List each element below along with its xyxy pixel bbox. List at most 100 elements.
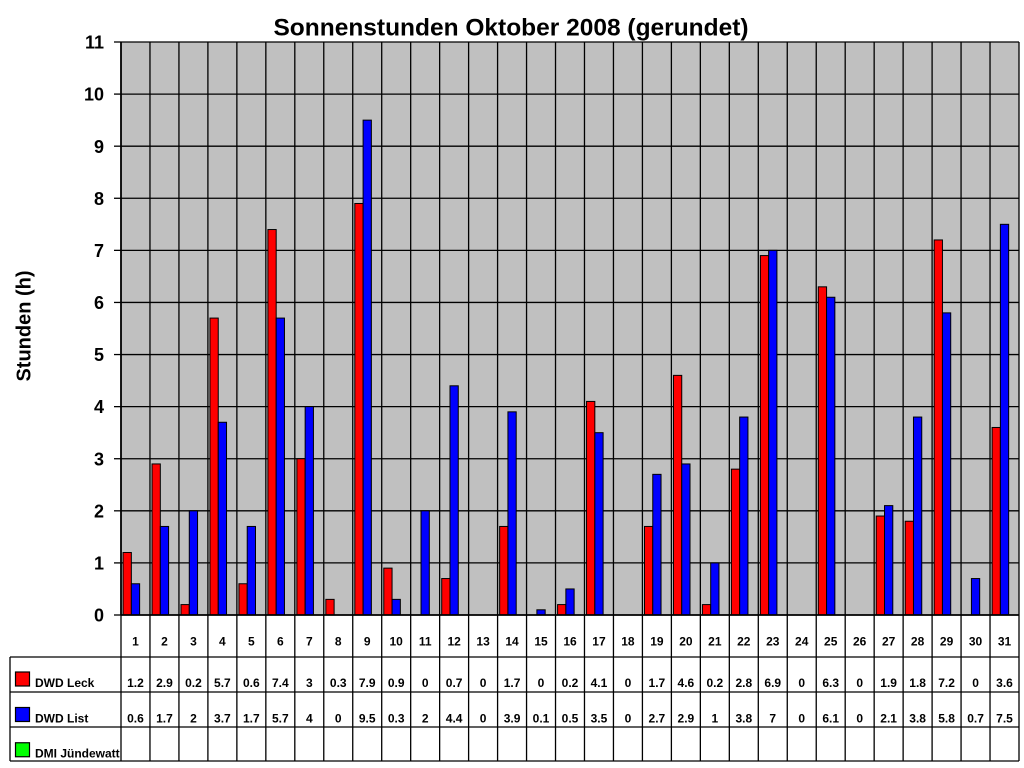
- svg-text:3.8: 3.8: [909, 712, 926, 726]
- svg-text:3: 3: [94, 449, 104, 469]
- svg-text:7: 7: [94, 241, 104, 261]
- svg-text:0.2: 0.2: [185, 676, 202, 690]
- svg-text:3: 3: [306, 676, 313, 690]
- svg-text:0.7: 0.7: [446, 676, 463, 690]
- svg-text:29: 29: [940, 634, 954, 648]
- svg-text:2: 2: [422, 712, 429, 726]
- svg-text:4: 4: [219, 634, 226, 648]
- svg-text:3: 3: [190, 634, 197, 648]
- svg-text:0: 0: [94, 606, 104, 626]
- svg-text:2: 2: [94, 501, 104, 521]
- svg-text:7.4: 7.4: [272, 676, 289, 690]
- svg-text:14: 14: [505, 634, 519, 648]
- svg-text:9: 9: [94, 137, 104, 157]
- svg-text:1: 1: [94, 554, 104, 574]
- svg-text:15: 15: [534, 634, 548, 648]
- svg-text:0.6: 0.6: [243, 676, 260, 690]
- svg-text:6.1: 6.1: [822, 712, 839, 726]
- svg-text:0.3: 0.3: [388, 712, 405, 726]
- svg-text:10: 10: [390, 634, 404, 648]
- svg-text:5.7: 5.7: [214, 676, 231, 690]
- svg-text:12: 12: [447, 634, 461, 648]
- svg-text:16: 16: [563, 634, 577, 648]
- svg-text:23: 23: [766, 634, 780, 648]
- svg-text:1.2: 1.2: [127, 676, 144, 690]
- svg-text:6: 6: [94, 293, 104, 313]
- svg-text:1.7: 1.7: [504, 676, 521, 690]
- svg-text:26: 26: [853, 634, 867, 648]
- svg-text:0.2: 0.2: [562, 676, 579, 690]
- svg-text:0: 0: [856, 712, 863, 726]
- svg-text:0: 0: [480, 676, 487, 690]
- svg-text:DMI Jündewatt: DMI Jündewatt: [35, 747, 120, 761]
- svg-text:2: 2: [190, 712, 197, 726]
- svg-text:8: 8: [94, 189, 104, 209]
- svg-text:Stunden (h): Stunden (h): [14, 270, 36, 381]
- svg-text:3.7: 3.7: [214, 712, 231, 726]
- svg-text:0.3: 0.3: [330, 676, 347, 690]
- svg-text:2.1: 2.1: [880, 712, 897, 726]
- svg-text:4: 4: [306, 712, 313, 726]
- svg-text:0.5: 0.5: [562, 712, 579, 726]
- svg-text:27: 27: [882, 634, 896, 648]
- svg-text:4.6: 4.6: [678, 676, 695, 690]
- svg-text:0: 0: [798, 676, 805, 690]
- svg-text:2: 2: [161, 634, 168, 648]
- svg-text:7.9: 7.9: [359, 676, 376, 690]
- svg-text:7: 7: [769, 712, 776, 726]
- svg-text:2.7: 2.7: [649, 712, 666, 726]
- svg-text:21: 21: [708, 634, 722, 648]
- svg-text:1: 1: [711, 712, 718, 726]
- svg-text:9.5: 9.5: [359, 712, 376, 726]
- svg-text:1: 1: [132, 634, 139, 648]
- svg-text:13: 13: [476, 634, 490, 648]
- svg-text:0.1: 0.1: [533, 712, 550, 726]
- svg-text:0: 0: [856, 676, 863, 690]
- svg-text:0: 0: [422, 676, 429, 690]
- svg-text:3.6: 3.6: [996, 676, 1013, 690]
- svg-text:0.2: 0.2: [706, 676, 723, 690]
- svg-text:2.9: 2.9: [156, 676, 173, 690]
- svg-text:1.9: 1.9: [880, 676, 897, 690]
- svg-text:0: 0: [798, 712, 805, 726]
- svg-text:0: 0: [625, 712, 632, 726]
- svg-text:24: 24: [795, 634, 809, 648]
- svg-text:17: 17: [592, 634, 606, 648]
- svg-text:6.3: 6.3: [822, 676, 839, 690]
- svg-text:DWD Leck: DWD Leck: [35, 676, 95, 690]
- svg-text:1.7: 1.7: [156, 712, 173, 726]
- svg-text:0: 0: [480, 712, 487, 726]
- svg-text:0: 0: [625, 676, 632, 690]
- svg-text:0: 0: [538, 676, 545, 690]
- svg-text:5: 5: [94, 345, 104, 365]
- svg-text:7: 7: [306, 634, 313, 648]
- svg-text:6: 6: [277, 634, 284, 648]
- svg-text:1.7: 1.7: [649, 676, 666, 690]
- svg-text:22: 22: [737, 634, 751, 648]
- svg-text:3.9: 3.9: [504, 712, 521, 726]
- svg-text:4: 4: [94, 397, 104, 417]
- svg-text:8: 8: [335, 634, 342, 648]
- svg-text:0.6: 0.6: [127, 712, 144, 726]
- svg-text:5.8: 5.8: [938, 712, 955, 726]
- svg-text:6.9: 6.9: [764, 676, 781, 690]
- svg-text:3.8: 3.8: [735, 712, 752, 726]
- svg-text:7.5: 7.5: [996, 712, 1013, 726]
- svg-text:7.2: 7.2: [938, 676, 955, 690]
- svg-text:10: 10: [84, 85, 104, 105]
- svg-text:0: 0: [972, 676, 979, 690]
- svg-text:5.7: 5.7: [272, 712, 289, 726]
- svg-text:28: 28: [911, 634, 925, 648]
- svg-text:DWD List: DWD List: [35, 712, 88, 726]
- svg-text:11: 11: [85, 33, 104, 53]
- svg-text:0.9: 0.9: [388, 676, 405, 690]
- svg-text:18: 18: [621, 634, 635, 648]
- svg-text:0.7: 0.7: [967, 712, 984, 726]
- svg-text:9: 9: [364, 634, 371, 648]
- svg-text:2.8: 2.8: [735, 676, 752, 690]
- svg-text:2.9: 2.9: [678, 712, 695, 726]
- svg-text:Sonnenstunden Oktober 2008 (ge: Sonnenstunden Oktober 2008 (gerundet): [273, 15, 748, 42]
- svg-text:3.5: 3.5: [591, 712, 608, 726]
- svg-text:4.4: 4.4: [446, 712, 463, 726]
- svg-text:5: 5: [248, 634, 255, 648]
